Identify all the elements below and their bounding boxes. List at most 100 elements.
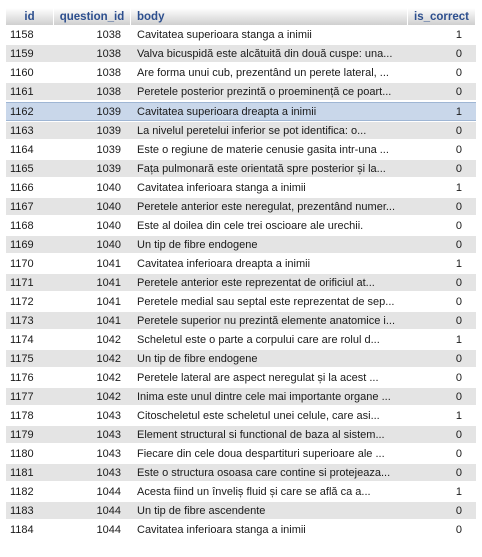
cell-body[interactable]: Un tip de fibre endogene	[131, 350, 408, 368]
cell-id[interactable]: 1167	[6, 198, 54, 216]
table-row-selected[interactable]: 1162 1039 Cavitatea superioara dreapta a i…	[6, 102, 476, 121]
table-row[interactable]: 1181 1043 Este o structura osoasa care con…	[6, 464, 476, 482]
cell-id[interactable]: 1160	[6, 64, 54, 82]
cell-id[interactable]: 1180	[6, 445, 54, 463]
cell-body[interactable]: Peretele medial sau septal este reprezen…	[131, 293, 408, 311]
cell-body[interactable]: Valva bicuspidă este alcătuită din două …	[131, 45, 408, 63]
cell-id[interactable]: 1164	[6, 141, 54, 159]
cell-id[interactable]: 1170	[6, 255, 54, 273]
cell-body[interactable]: Cavitatea inferioara stanga a inimii	[131, 521, 408, 539]
cell-question-id[interactable]: 1041	[54, 255, 131, 273]
cell-is-correct[interactable]: 0	[408, 388, 476, 406]
table-row[interactable]: 1174 1042 Scheletul este o parte a corpulu…	[6, 331, 476, 349]
cell-question-id[interactable]: 1039	[54, 141, 131, 159]
cell-body[interactable]: Cavitatea superioara stanga a inimii	[131, 26, 408, 44]
cell-is-correct[interactable]: 0	[408, 350, 476, 368]
cell-id[interactable]: 1166	[6, 179, 54, 197]
cell-question-id[interactable]: 1041	[54, 293, 131, 311]
cell-question-id[interactable]: 1044	[54, 502, 131, 520]
cell-id[interactable]: 1171	[6, 274, 54, 292]
table-row[interactable]: 1170 1041 Cavitatea inferioara dreapta a i…	[6, 255, 476, 273]
cell-question-id[interactable]: 1042	[54, 350, 131, 368]
table-row[interactable]: 1158 1038 Cavitatea superioara stanga a in…	[6, 26, 476, 44]
cell-body[interactable]: Fiecare din cele doua despartituri super…	[131, 445, 408, 463]
cell-body[interactable]: Este o regiune de materie cenusie gasita…	[131, 141, 408, 159]
cell-question-id[interactable]: 1040	[54, 198, 131, 216]
cell-id[interactable]: 1158	[6, 26, 54, 44]
table-row[interactable]: 1164 1039 Este o regiune de materie cenusi…	[6, 141, 476, 159]
cell-question-id[interactable]: 1042	[54, 369, 131, 387]
cell-question-id[interactable]: 1043	[54, 464, 131, 482]
cell-id[interactable]: 1176	[6, 369, 54, 387]
table-row[interactable]: 1159 1038 Valva bicuspidă este alcătuită d…	[6, 45, 476, 63]
cell-is-correct[interactable]: 0	[408, 198, 476, 216]
cell-is-correct[interactable]: 0	[408, 369, 476, 387]
table-row[interactable]: 1166 1040 Cavitatea inferioara stanga a in…	[6, 179, 476, 197]
cell-is-correct[interactable]: 0	[408, 464, 476, 482]
table-row[interactable]: 1176 1042 Peretele lateral are aspect nere…	[6, 369, 476, 387]
cell-is-correct[interactable]: 0	[408, 426, 476, 444]
column-header-question-id[interactable]: question_id	[54, 8, 131, 25]
cell-question-id[interactable]: 1043	[54, 426, 131, 444]
cell-is-correct[interactable]: 0	[408, 293, 476, 311]
table-row[interactable]: 1177 1042 Inima este unul dintre cele mai …	[6, 388, 476, 406]
cell-is-correct[interactable]: 0	[408, 83, 476, 101]
cell-body[interactable]: Fața pulmonară este orientată spre poste…	[131, 160, 408, 178]
cell-body[interactable]: Este al doilea din cele trei oscioare al…	[131, 217, 408, 235]
cell-id[interactable]: 1168	[6, 217, 54, 235]
cell-question-id[interactable]: 1044	[54, 483, 131, 501]
cell-id[interactable]: 1174	[6, 331, 54, 349]
cell-is-correct[interactable]: 0	[408, 312, 476, 330]
cell-is-correct[interactable]: 0	[408, 45, 476, 63]
cell-body[interactable]: Peretele anterior este neregulat, prezen…	[131, 198, 408, 216]
cell-question-id[interactable]: 1042	[54, 388, 131, 406]
table-row[interactable]: 1182 1044 Acesta fiind un înveliș fluid și…	[6, 483, 476, 501]
table-row[interactable]: 1167 1040 Peretele anterior este neregulat…	[6, 198, 476, 216]
table-row[interactable]: 1169 1040 Un tip de fibre endogene 0	[6, 236, 476, 254]
cell-is-correct[interactable]: 0	[408, 64, 476, 82]
cell-id[interactable]: 1178	[6, 407, 54, 425]
cell-id[interactable]: 1163	[6, 122, 54, 140]
cell-body[interactable]: Citoscheletul este scheletul unei celule…	[131, 407, 408, 425]
cell-question-id[interactable]: 1042	[54, 331, 131, 349]
table-row[interactable]: 1168 1040 Este al doilea din cele trei osc…	[6, 217, 476, 235]
cell-id[interactable]: 1184	[6, 521, 54, 539]
cell-body[interactable]: Cavitatea superioara dreapta a inimii	[131, 102, 408, 121]
cell-is-correct[interactable]: 0	[408, 274, 476, 292]
cell-is-correct[interactable]: 0	[408, 236, 476, 254]
cell-id[interactable]: 1177	[6, 388, 54, 406]
cell-body[interactable]: Peretele superior nu prezintă elemente a…	[131, 312, 408, 330]
table-row[interactable]: 1163 1039 La nivelul peretelui inferior se…	[6, 122, 476, 140]
cell-id[interactable]: 1183	[6, 502, 54, 520]
cell-id[interactable]: 1172	[6, 293, 54, 311]
cell-is-correct[interactable]: 1	[408, 26, 476, 44]
table-row[interactable]: 1173 1041 Peretele superior nu prezintă el…	[6, 312, 476, 330]
table-row[interactable]: 1180 1043 Fiecare din cele doua despartitu…	[6, 445, 476, 463]
table-row[interactable]: 1160 1038 Are forma unui cub, prezentând u…	[6, 64, 476, 82]
table-row[interactable]: 1161 1038 Peretele posterior prezintă o pr…	[6, 83, 476, 101]
table-row[interactable]: 1183 1044 Un tip de fibre ascendente 0	[6, 502, 476, 520]
cell-question-id[interactable]: 1041	[54, 312, 131, 330]
cell-body[interactable]: Cavitatea inferioara dreapta a inimii	[131, 255, 408, 273]
cell-id[interactable]: 1182	[6, 483, 54, 501]
cell-question-id[interactable]: 1043	[54, 445, 131, 463]
cell-is-correct[interactable]: 1	[408, 483, 476, 501]
cell-is-correct[interactable]: 0	[408, 141, 476, 159]
column-header-body[interactable]: body	[131, 8, 408, 25]
cell-question-id[interactable]: 1039	[54, 160, 131, 178]
cell-body[interactable]: Acesta fiind un înveliș fluid și care se…	[131, 483, 408, 501]
cell-question-id[interactable]: 1038	[54, 64, 131, 82]
table-row[interactable]: 1171 1041 Peretele anterior este reprezent…	[6, 274, 476, 292]
table-row[interactable]: 1184 1044 Cavitatea inferioara stanga a in…	[6, 521, 476, 539]
cell-is-correct[interactable]: 1	[408, 407, 476, 425]
cell-question-id[interactable]: 1040	[54, 217, 131, 235]
table-row[interactable]: 1178 1043 Citoscheletul este scheletul une…	[6, 407, 476, 425]
cell-id[interactable]: 1159	[6, 45, 54, 63]
cell-id[interactable]: 1165	[6, 160, 54, 178]
cell-body[interactable]: Un tip de fibre ascendente	[131, 502, 408, 520]
cell-body[interactable]: Este o structura osoasa care contine si …	[131, 464, 408, 482]
cell-is-correct[interactable]: 0	[408, 122, 476, 140]
cell-body[interactable]: Scheletul este o parte a corpului care a…	[131, 331, 408, 349]
cell-question-id[interactable]: 1044	[54, 521, 131, 539]
cell-id[interactable]: 1162	[6, 102, 54, 121]
